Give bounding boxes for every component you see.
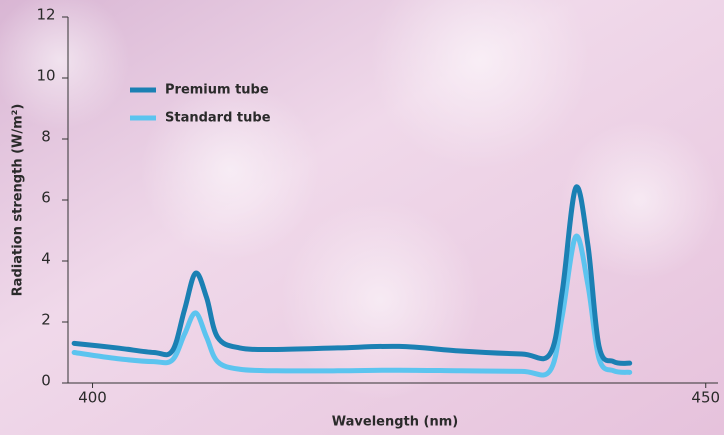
y-tick-label: 12: [36, 6, 55, 24]
bokeh: [140, 80, 320, 260]
y-tick-label: 0: [41, 372, 51, 390]
bokeh: [560, 120, 720, 280]
plot: 0 2 4 6 8 10 12 400 450 Premium tube Standard tube: [36, 6, 720, 407]
line-series: [71, 233, 633, 378]
legend-label: Standard tube: [165, 111, 271, 126]
y-tick-label: 2: [41, 311, 51, 329]
x-tick-label: 450: [691, 389, 720, 407]
y-tick-label: 6: [41, 189, 51, 207]
y-axis-title: Radiation strength (W/m²): [11, 104, 26, 297]
y-tick-label: 10: [36, 67, 55, 85]
y-tick-label: 4: [41, 250, 51, 268]
x-axis-title: Wavelength (nm): [332, 415, 458, 430]
legend-label: Premium tube: [165, 83, 269, 98]
y-tick-label: 8: [41, 128, 51, 146]
bokeh: [370, 0, 590, 170]
bokeh: [0, 0, 130, 130]
line-series: [71, 184, 633, 366]
x-tick-label: 400: [78, 389, 107, 407]
